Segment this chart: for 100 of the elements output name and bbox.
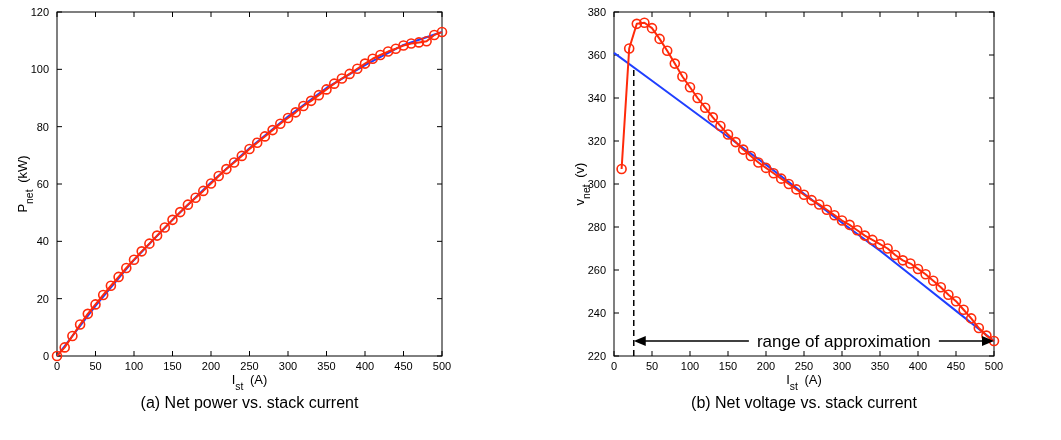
point [791, 184, 802, 195]
point [821, 204, 833, 216]
point [267, 124, 278, 136]
point [59, 342, 70, 353]
x-tick-label: 100 [124, 360, 144, 372]
point [352, 63, 363, 75]
point [707, 112, 719, 123]
point [282, 112, 294, 124]
x-axis-title: I$_{st}$ (A) [231, 372, 268, 392]
point [105, 280, 117, 292]
point [692, 92, 703, 104]
point [413, 37, 425, 48]
point [74, 319, 86, 330]
point [806, 194, 817, 206]
point [760, 162, 772, 174]
point [927, 275, 939, 287]
point [128, 254, 140, 265]
point [159, 222, 171, 233]
point [321, 84, 332, 95]
y-tick-label: 0 [42, 350, 49, 362]
point [236, 150, 248, 162]
x-tick-label: 350 [317, 360, 336, 372]
point [661, 45, 673, 56]
y-tick-label: 320 [587, 135, 606, 147]
point [943, 289, 954, 301]
point [920, 269, 931, 280]
point [639, 17, 650, 29]
point [897, 255, 909, 266]
y-tick-label: 380 [587, 6, 606, 18]
point [677, 71, 688, 82]
y-tick-label: 20 [36, 292, 49, 305]
point [290, 107, 301, 118]
point [783, 178, 795, 190]
point [190, 192, 201, 204]
point [228, 157, 240, 168]
y-tick-label: 280 [587, 221, 606, 233]
point [213, 170, 224, 182]
y-tick-label: 120 [30, 6, 49, 18]
point [859, 230, 871, 241]
point [182, 199, 194, 210]
text: (b) Net voltage vs. stack current [691, 394, 918, 411]
point [730, 136, 741, 148]
point [851, 224, 863, 236]
point [97, 289, 109, 301]
x-tick-label: 200 [756, 360, 776, 372]
point [616, 163, 627, 175]
point [328, 78, 340, 89]
point [844, 219, 855, 231]
x-tick-label: 300 [278, 360, 298, 372]
y-tick-label: 340 [587, 92, 606, 104]
point [737, 144, 749, 155]
text: (a) Net power vs. stack current [140, 394, 359, 411]
point [973, 322, 985, 334]
point [405, 38, 417, 49]
point [375, 49, 386, 61]
x-axis-title: I$_{st}$ (A) [786, 372, 822, 392]
x-tick-label: 500 [984, 360, 1004, 372]
x-tick-label: 0 [610, 360, 618, 372]
point [699, 102, 711, 113]
point [745, 150, 757, 162]
point [436, 26, 448, 38]
y-tick-label: 240 [587, 307, 606, 319]
point [67, 330, 78, 342]
point [151, 230, 163, 241]
point [798, 189, 810, 201]
point [359, 58, 371, 69]
point [390, 43, 402, 54]
point [654, 33, 665, 45]
point [775, 173, 787, 184]
y-tick-label: 220 [587, 350, 606, 362]
point [646, 22, 658, 34]
point [753, 157, 764, 168]
point [344, 68, 355, 80]
x-tick-label: 200 [201, 360, 221, 372]
x-tick-label: 0 [53, 360, 61, 372]
y-tick-label: 60 [36, 178, 49, 190]
x-tick-label: 400 [908, 360, 928, 372]
point [244, 143, 255, 155]
point [167, 214, 178, 226]
point [205, 178, 217, 189]
y-tick-label: 40 [36, 235, 49, 248]
point [421, 35, 432, 47]
point [912, 263, 924, 275]
x-tick-label: 300 [832, 360, 852, 372]
x-tick-label: 450 [394, 360, 413, 372]
point [722, 129, 734, 140]
point [221, 163, 232, 175]
point [958, 304, 969, 316]
x-tick-label: 350 [870, 360, 890, 372]
y-tick-label: 360 [587, 49, 606, 61]
point [889, 249, 901, 261]
point [398, 40, 409, 51]
point [829, 209, 840, 221]
point [121, 262, 132, 274]
point [768, 167, 779, 179]
annotation: range of approximation [756, 331, 931, 351]
point [631, 18, 643, 30]
x-tick-label: 400 [355, 360, 375, 372]
point [988, 335, 1000, 347]
point [905, 258, 916, 269]
